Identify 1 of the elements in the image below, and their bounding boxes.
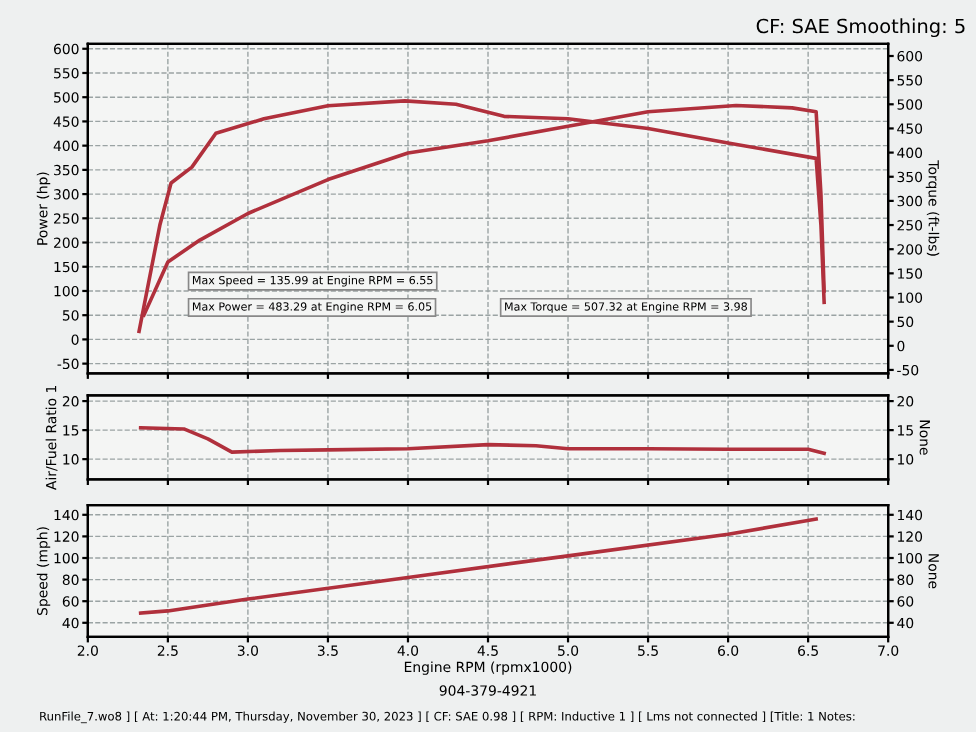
text: CF: SAE Smoothing: 5 — [756, 18, 965, 38]
